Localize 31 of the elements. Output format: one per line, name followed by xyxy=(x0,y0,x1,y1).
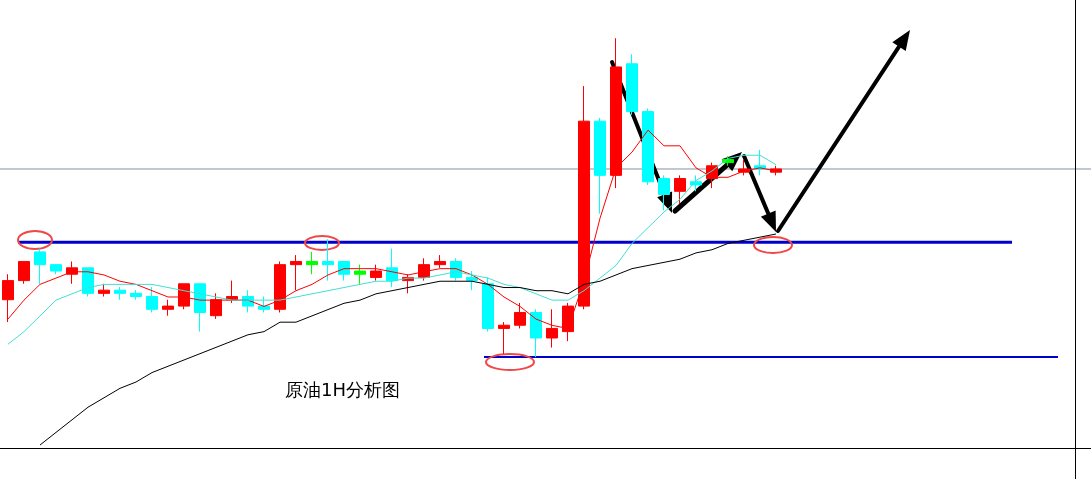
candlestick xyxy=(642,107,654,186)
candlestick xyxy=(162,299,174,317)
candlestick xyxy=(530,308,542,358)
candlestick xyxy=(354,264,366,285)
candlestick xyxy=(738,158,750,176)
candlestick xyxy=(434,254,446,269)
candlestick xyxy=(482,276,494,333)
candlestick xyxy=(34,248,46,285)
candlestick xyxy=(178,283,190,310)
annotation: 原油1H分析图 xyxy=(285,378,400,400)
candlestick xyxy=(690,174,702,192)
candlestick xyxy=(594,117,606,215)
candlestick xyxy=(66,260,78,285)
candlestick xyxy=(274,260,286,313)
candlestick xyxy=(306,251,318,275)
candlestick xyxy=(466,270,478,291)
candlestick xyxy=(50,264,62,275)
candlestick xyxy=(498,321,510,355)
candlestick xyxy=(130,289,142,301)
candlestick xyxy=(114,286,126,301)
candlestick xyxy=(290,254,302,291)
candlestick xyxy=(98,283,110,298)
candlestick xyxy=(658,174,670,211)
candlestick xyxy=(626,53,638,116)
candlestick xyxy=(370,264,382,282)
candlestick xyxy=(146,286,158,313)
candlestick xyxy=(18,260,30,285)
candlestick xyxy=(674,174,686,205)
candlestick xyxy=(210,292,222,320)
candlestick xyxy=(322,238,334,282)
candlestick xyxy=(338,260,350,282)
